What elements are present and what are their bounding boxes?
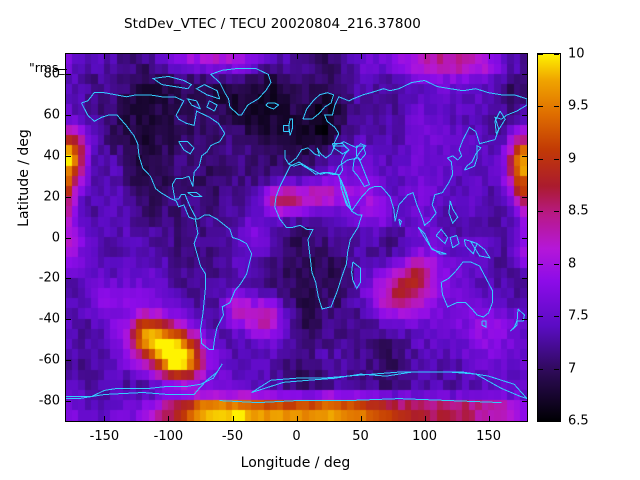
x-tick-top — [360, 54, 362, 59]
y-tick-right — [522, 74, 527, 76]
x-tick-label: -150 — [89, 429, 120, 444]
y-tick-label: 60 — [43, 107, 60, 123]
y-tick — [66, 237, 71, 239]
x-axis-title: Longitude / deg — [240, 455, 351, 471]
y-tick — [66, 278, 71, 280]
x-tick — [296, 416, 298, 421]
x-tick — [232, 416, 234, 421]
plot-area — [65, 53, 528, 422]
y-tick-label: 40 — [43, 148, 60, 164]
colorbar — [537, 53, 561, 422]
colorbar-tick-right — [554, 158, 559, 160]
colorbar-tick-right — [554, 263, 559, 265]
y-tick — [66, 115, 71, 117]
x-tick — [488, 416, 490, 421]
y-tick-right — [522, 196, 527, 198]
colorbar-tick-label: 9 — [568, 151, 577, 167]
y-tick — [66, 400, 71, 402]
colorbar-tick-label: 8.5 — [568, 203, 589, 219]
y-tick-label: -40 — [38, 311, 60, 327]
colorbar-tick-right — [554, 106, 559, 108]
x-tick-label: 150 — [476, 429, 502, 444]
page-title: StdDev_VTEC / TECU 20020804_216.37800 — [124, 16, 421, 32]
colorbar-tick-label: 10 — [568, 46, 585, 62]
y-axis-title: Latitude / deg — [16, 129, 32, 227]
y-tick-label: -80 — [38, 393, 60, 409]
colorbar-tick — [538, 158, 543, 160]
colorbar-tick-right — [554, 368, 559, 370]
x-tick-top — [104, 54, 106, 59]
colorbar-tick-right — [554, 421, 559, 422]
y-tick — [66, 74, 71, 76]
colorbar-tick-label: 7 — [568, 361, 577, 377]
x-tick-top — [232, 54, 234, 59]
x-tick-label: -50 — [221, 429, 244, 444]
y-tick — [66, 359, 71, 361]
colorbar-tick — [538, 106, 543, 108]
y-tick-label: 20 — [43, 189, 60, 205]
y-tick — [66, 155, 71, 157]
y-tick-right — [522, 115, 527, 117]
colorbar-tick — [538, 54, 543, 55]
colorbar-tick — [538, 316, 543, 318]
x-tick — [168, 416, 170, 421]
y-tick — [66, 196, 71, 198]
x-tick-label: 50 — [352, 429, 369, 444]
x-tick-label: -100 — [153, 429, 184, 444]
y-tick-right — [522, 155, 527, 157]
colorbar-tick-label: 7.5 — [568, 308, 589, 324]
x-tick-top — [296, 54, 298, 59]
key-title-artifact: "rms_ — [29, 60, 65, 75]
y-tick-right — [522, 319, 527, 321]
colorbar-gradient — [538, 54, 560, 421]
colorbar-tick — [538, 421, 543, 422]
x-tick — [104, 416, 106, 421]
x-tick-label: 100 — [412, 429, 438, 444]
key-sample-line — [55, 69, 67, 70]
y-tick — [66, 319, 71, 321]
vtec-heatmap — [66, 54, 527, 421]
y-tick-right — [522, 278, 527, 280]
y-tick-label: 80 — [43, 66, 60, 82]
y-tick-label: -20 — [38, 270, 60, 286]
x-tick-top — [488, 54, 490, 59]
colorbar-tick — [538, 211, 543, 213]
colorbar-tick-label: 6.5 — [568, 413, 589, 429]
x-tick-top — [424, 54, 426, 59]
x-tick — [360, 416, 362, 421]
colorbar-tick-right — [554, 211, 559, 213]
x-tick-label: 0 — [292, 429, 301, 444]
colorbar-tick — [538, 263, 543, 265]
colorbar-tick — [538, 368, 543, 370]
y-tick-label: -60 — [38, 352, 60, 368]
y-tick-right — [522, 400, 527, 402]
colorbar-tick-label: 8 — [568, 256, 577, 272]
colorbar-tick-right — [554, 54, 559, 55]
y-tick-label: 0 — [51, 230, 60, 245]
x-tick-top — [168, 54, 170, 59]
y-tick-right — [522, 359, 527, 361]
colorbar-tick-label: 9.5 — [568, 98, 589, 114]
colorbar-tick-right — [554, 316, 559, 318]
y-tick-right — [522, 237, 527, 239]
x-tick — [424, 416, 426, 421]
